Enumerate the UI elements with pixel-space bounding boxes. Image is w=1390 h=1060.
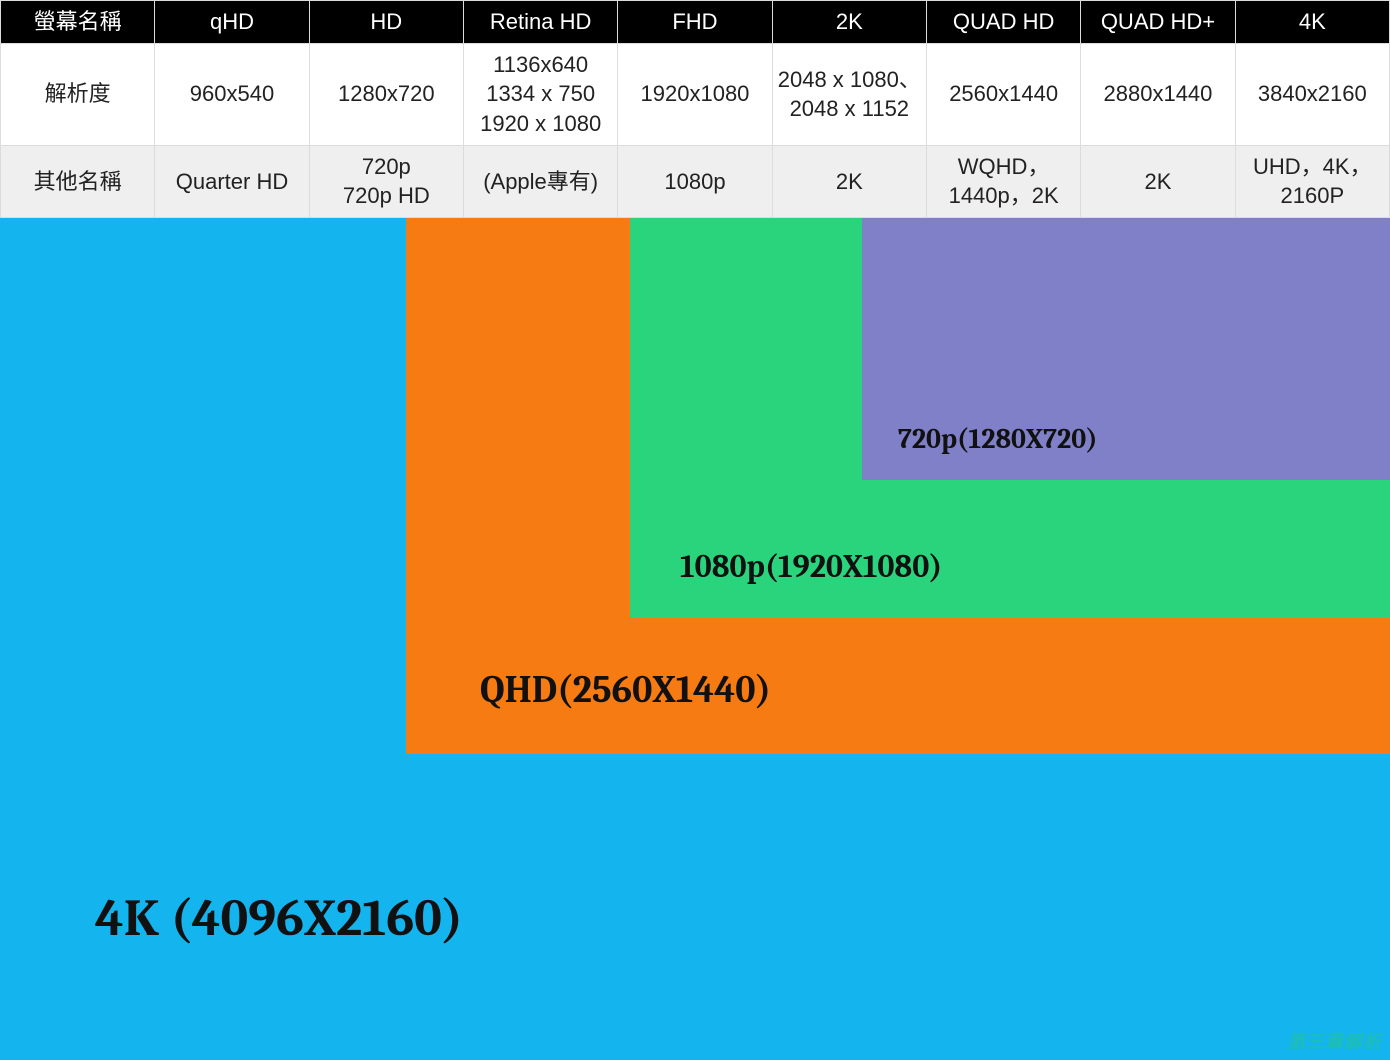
cell: 720p 720p HD bbox=[309, 145, 463, 217]
col-header: HD bbox=[309, 1, 463, 44]
label-720p: 720p(1280X720) bbox=[898, 423, 1098, 455]
table-row: 其他名稱 Quarter HD 720p 720p HD (Apple專有) 1… bbox=[1, 145, 1390, 217]
col-header: Retina HD bbox=[463, 1, 617, 44]
cell: 2880x1440 bbox=[1081, 43, 1235, 145]
col-header: QUAD HD bbox=[926, 1, 1080, 44]
cell: 2048 x 1080、 2048 x 1152 bbox=[772, 43, 926, 145]
col-header: 螢幕名稱 bbox=[1, 1, 155, 44]
cell: 960x540 bbox=[155, 43, 309, 145]
row-label: 解析度 bbox=[1, 43, 155, 145]
label-4k: 4K (4096X2160) bbox=[95, 888, 463, 948]
col-header: QUAD HD+ bbox=[1081, 1, 1235, 44]
cell: WQHD， 1440p，2K bbox=[926, 145, 1080, 217]
row-label: 其他名稱 bbox=[1, 145, 155, 217]
cell: 1280x720 bbox=[309, 43, 463, 145]
table-row: 解析度 960x540 1280x720 1136x640 1334 x 750… bbox=[1, 43, 1390, 145]
label-1080p: 1080p(1920X1080) bbox=[680, 548, 942, 585]
cell: (Apple專有) bbox=[463, 145, 617, 217]
col-header: FHD bbox=[618, 1, 772, 44]
col-header: 2K bbox=[772, 1, 926, 44]
col-header: 4K bbox=[1235, 1, 1389, 44]
cell: 1920x1080 bbox=[618, 43, 772, 145]
cell: Quarter HD bbox=[155, 145, 309, 217]
watermark: 第三章解析 bbox=[1287, 1028, 1382, 1054]
cell: 1080p bbox=[618, 145, 772, 217]
cell: 1136x640 1334 x 750 1920 x 1080 bbox=[463, 43, 617, 145]
cell: UHD，4K， 2160P bbox=[1235, 145, 1389, 217]
label-qhd: QHD(2560X1440) bbox=[480, 668, 771, 712]
cell: 2560x1440 bbox=[926, 43, 1080, 145]
resolution-table: 螢幕名稱 qHD HD Retina HD FHD 2K QUAD HD QUA… bbox=[0, 0, 1390, 218]
table-header-row: 螢幕名稱 qHD HD Retina HD FHD 2K QUAD HD QUA… bbox=[1, 1, 1390, 44]
cell: 3840x2160 bbox=[1235, 43, 1389, 145]
resolution-diagram: 第三章解析 4K (4096X2160) QHD(2560X1440) 1080p(… bbox=[0, 218, 1390, 1060]
cell: 2K bbox=[1081, 145, 1235, 217]
col-header: qHD bbox=[155, 1, 309, 44]
cell: 2K bbox=[772, 145, 926, 217]
